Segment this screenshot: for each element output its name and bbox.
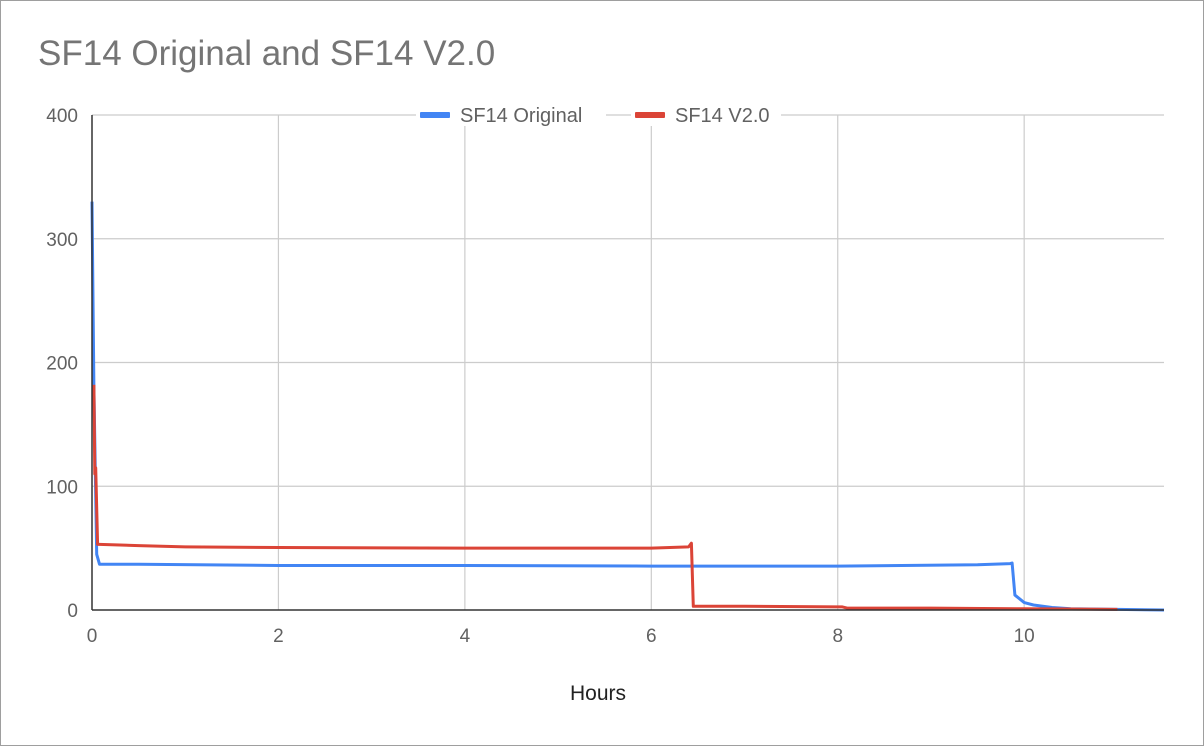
- y-tick-label: 0: [67, 601, 78, 622]
- legend-swatch: [635, 112, 665, 118]
- grid-lines: [92, 114, 1164, 610]
- legend-swatch: [420, 112, 450, 118]
- x-tick-label: 4: [460, 626, 471, 647]
- x-axis-ticks: 0 2 4 6 8 10: [87, 626, 1035, 647]
- legend-label: SF14 Original: [460, 105, 582, 127]
- x-tick-label: 10: [1014, 626, 1035, 647]
- y-axis-ticks: 0 100 200 300 400: [46, 106, 78, 622]
- y-tick-label: 400: [46, 106, 78, 127]
- y-tick-label: 200: [46, 354, 78, 375]
- y-tick-label: 100: [46, 477, 78, 498]
- x-tick-label: 0: [87, 626, 98, 647]
- series-line-sf14-v2: [92, 384, 1118, 611]
- x-tick-label: 6: [646, 626, 657, 647]
- x-tick-label: 2: [273, 626, 284, 647]
- legend: SF14 Original SF14 V2.0: [416, 102, 781, 127]
- chart-title: SF14 Original and SF14 V2.0: [38, 34, 496, 73]
- x-axis-label: Hours: [570, 682, 626, 705]
- x-tick-label: 8: [832, 626, 843, 647]
- legend-label: SF14 V2.0: [675, 105, 770, 127]
- series-lines: [90, 201, 1165, 612]
- y-tick-label: 300: [46, 230, 78, 251]
